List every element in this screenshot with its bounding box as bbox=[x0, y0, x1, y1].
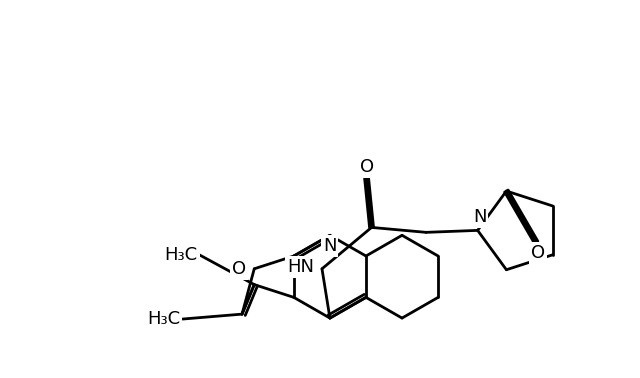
Text: N: N bbox=[473, 208, 486, 226]
Text: H₃C: H₃C bbox=[147, 310, 180, 328]
Text: O: O bbox=[232, 260, 246, 278]
Text: H₃C: H₃C bbox=[164, 246, 198, 264]
Text: HN: HN bbox=[287, 258, 314, 276]
Text: N: N bbox=[323, 237, 337, 255]
Text: O: O bbox=[360, 158, 374, 176]
Text: O: O bbox=[531, 244, 545, 262]
